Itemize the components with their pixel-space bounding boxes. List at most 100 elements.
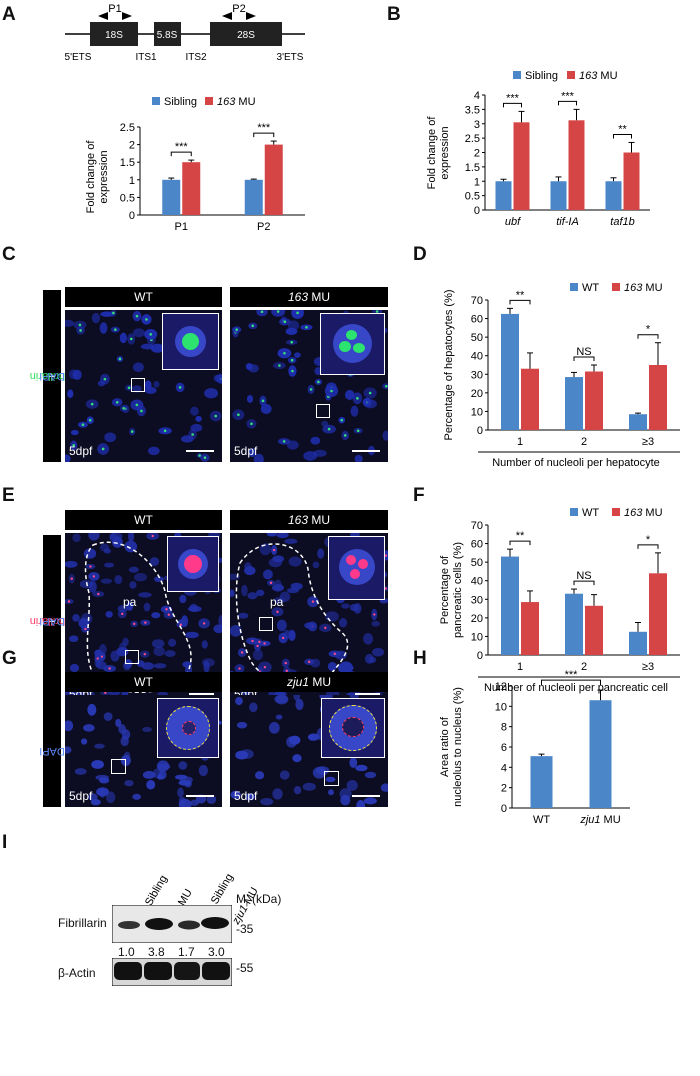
micrograph-wt: 5dpf	[65, 695, 222, 807]
significance-bracket	[573, 356, 595, 361]
legend-label-sibling: Sibling	[164, 96, 197, 108]
significance-bracket	[541, 679, 601, 686]
svg-text:Fold change ofexpression: Fold change ofexpression	[426, 116, 451, 190]
rdna-schematic: 18S 5.8S 28S 5'ETS ITS1 ITS2 3'ETS P1 P2	[65, 3, 305, 63]
micrograph-mu: 5dpf	[230, 310, 388, 462]
significance-bracket	[637, 544, 659, 549]
fibrillarin-label: Fibrillarin	[58, 916, 107, 930]
y-tick-label: 8	[501, 722, 507, 734]
significance-bracket	[503, 102, 522, 108]
selection-box	[324, 771, 339, 786]
y-tick-label: 60	[471, 539, 483, 551]
dpf-label: 5dpf	[69, 444, 93, 458]
y-tick-label: 20	[471, 613, 483, 625]
panel-letter-b: B	[387, 4, 401, 25]
bar	[629, 414, 647, 430]
bar	[585, 371, 603, 430]
significance-bracket	[573, 580, 595, 586]
scale-bar	[186, 795, 214, 797]
x-tick-label: 2	[581, 661, 587, 673]
y-axis-label-line1: Fold change of	[85, 140, 97, 214]
y-tick-label: 50	[471, 557, 483, 569]
ratio-4: 3.0	[208, 945, 225, 959]
y-axis-label: Percentage of hepatocytes (%)	[443, 289, 455, 440]
chart-a: Sibling 163 MU Fold change ofexpression …	[85, 96, 305, 233]
significance-label: NS	[576, 570, 591, 582]
primer-arrow-icon	[222, 12, 232, 20]
rdna-segment-18s	[90, 22, 138, 46]
y-tick-label: 2.5	[120, 122, 135, 134]
x-tick-label: ≥3	[642, 661, 654, 673]
significance-bracket	[558, 100, 577, 106]
chart-h: 0 2 4 6 8 10 12 Area ratio ofnucleolus to nucle…	[440, 669, 630, 826]
ratio-2: 3.8	[148, 945, 165, 959]
selection-box	[111, 759, 126, 774]
y-tick-label: 4	[501, 762, 507, 774]
x-tick-label: 2	[581, 436, 587, 448]
significance-bracket	[170, 151, 192, 157]
inset-zoom	[157, 698, 219, 758]
y-tick-label: 50	[471, 332, 483, 344]
y-tick-label: 40	[471, 351, 483, 363]
significance-bracket	[253, 132, 275, 138]
legend-swatch-sibling	[152, 97, 160, 105]
inset-zoom	[321, 698, 385, 758]
inset-zoom	[162, 313, 219, 370]
selection-box	[259, 617, 273, 631]
y-tick-label: 1	[129, 175, 135, 187]
fibrillarin-marker: -35	[236, 922, 254, 936]
legend-swatch-mu	[612, 283, 620, 291]
bar	[649, 573, 667, 655]
bar	[623, 152, 640, 210]
region-label-pa: pa	[123, 595, 137, 609]
y-axis-label: Percentage ofpancreatic cells (%)	[440, 542, 464, 638]
significance-bracket	[509, 299, 531, 305]
y-tick-label: 0	[477, 425, 483, 437]
bar	[495, 181, 512, 210]
significance-label: **	[618, 123, 627, 135]
rdna-segment-28s	[210, 22, 282, 46]
bar	[629, 631, 647, 655]
scale-bar	[352, 795, 380, 797]
panel-letter-h: H	[413, 648, 427, 669]
fibrillarin-blot	[112, 905, 232, 943]
primer-label-p1: P1	[108, 3, 121, 15]
x-tick-label: P1	[175, 221, 188, 233]
dpf-label: 5dpf	[69, 789, 93, 803]
bar	[244, 179, 263, 215]
rdna-label-its2: ITS2	[185, 52, 207, 63]
y-tick-label: 20	[471, 388, 483, 400]
ratio-3: 1.7	[178, 945, 195, 959]
y-tick-label: 1	[474, 176, 480, 188]
significance-label: *	[646, 324, 651, 336]
y-tick-label: 30	[471, 594, 483, 606]
column-header-wt: WT	[65, 287, 222, 307]
legend-swatch-sibling	[513, 71, 521, 79]
x-axis-label: Number of nucleoli per pancreatic cell	[484, 682, 668, 694]
legend-swatch-wt	[570, 508, 578, 516]
legend-label-mu: 163 MU	[579, 70, 618, 82]
scale-bar	[352, 450, 380, 452]
x-tick-label: ≥3	[642, 436, 654, 448]
y-tick-label: 1.5	[120, 157, 135, 169]
y-tick-label: 60	[471, 314, 483, 326]
actin-blot	[112, 958, 232, 986]
significance-label: ***	[565, 669, 579, 681]
bar	[521, 368, 539, 430]
panel-letter-e: E	[2, 485, 15, 506]
rdna-label-18s: 18S	[105, 30, 123, 41]
bar	[264, 144, 283, 215]
significance-bracket	[613, 133, 632, 139]
y-tick-label: 12	[495, 681, 507, 693]
x-axis-label: Number of nucleoli per hepatocyte	[492, 457, 660, 469]
nuclei-field	[65, 310, 222, 462]
y-tick-label: 2	[501, 783, 507, 795]
significance-bracket	[637, 334, 659, 339]
y-tick-label: 6	[501, 742, 507, 754]
primer-arrow-icon	[98, 12, 108, 20]
y-tick-label: 40	[471, 576, 483, 588]
legend-swatch-mu	[567, 71, 575, 79]
rdna-label-28s: 28S	[237, 30, 255, 41]
legend-label-wt: WT	[582, 282, 599, 294]
legend-swatch-wt	[570, 283, 578, 291]
